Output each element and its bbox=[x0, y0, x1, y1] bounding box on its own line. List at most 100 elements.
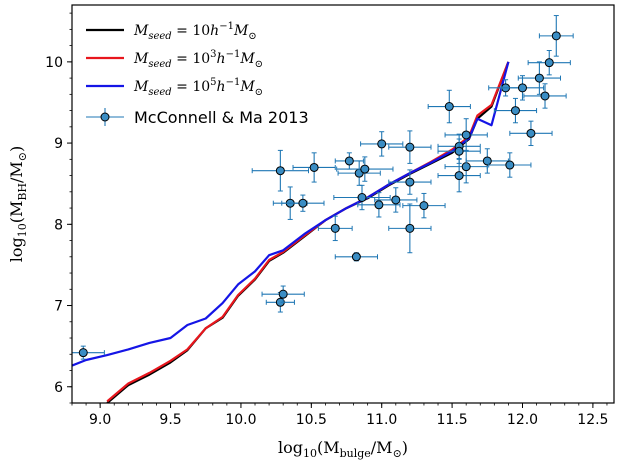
point-marker bbox=[461, 130, 471, 140]
point-marker bbox=[374, 200, 384, 210]
point-marker bbox=[505, 160, 515, 170]
legend-label-part: M bbox=[239, 51, 255, 67]
point-marker bbox=[454, 146, 464, 156]
label-part: ) bbox=[402, 438, 408, 457]
data-point bbox=[437, 158, 481, 193]
y-axis-label: log10(MBH/M⊙) bbox=[7, 146, 29, 263]
point-marker bbox=[391, 195, 401, 205]
legend-label-part: M bbox=[133, 51, 149, 67]
point-marker bbox=[344, 156, 354, 166]
point-marker bbox=[540, 91, 550, 101]
data-point bbox=[261, 285, 305, 303]
point-marker bbox=[517, 83, 527, 93]
point-marker bbox=[461, 162, 471, 172]
point-marker bbox=[419, 201, 429, 211]
point-marker bbox=[357, 193, 367, 203]
legend-label-4: McConnell & Ma 2013 bbox=[134, 108, 309, 127]
legend-label-part: seed bbox=[148, 59, 171, 70]
y-tick-label: 6 bbox=[54, 380, 63, 396]
data-point bbox=[444, 118, 488, 152]
point-marker bbox=[444, 102, 454, 112]
point-marker bbox=[534, 73, 544, 83]
x-axis-label: log10(Mbulge/M⊙) bbox=[278, 438, 408, 460]
x-tick-label: 12.5 bbox=[577, 412, 608, 428]
legend-label-part: M bbox=[233, 23, 249, 39]
data-point bbox=[388, 130, 432, 164]
legend-label-part: = 10 bbox=[172, 23, 210, 39]
data-point bbox=[360, 131, 404, 157]
point-marker bbox=[526, 128, 536, 138]
data-point bbox=[523, 83, 567, 109]
x-tick-label: 10.0 bbox=[225, 412, 256, 428]
data-point bbox=[333, 184, 391, 211]
point-marker bbox=[78, 348, 88, 358]
point-marker bbox=[278, 289, 288, 299]
legend-label-part: −1 bbox=[219, 21, 234, 32]
series-layer bbox=[72, 15, 574, 403]
point-marker bbox=[510, 106, 520, 116]
x-tick-label: 11.5 bbox=[437, 412, 468, 428]
data-point bbox=[337, 160, 381, 186]
label-part: bulge bbox=[340, 447, 371, 460]
point-marker bbox=[544, 58, 554, 68]
x-tick-label: 9.5 bbox=[159, 412, 181, 428]
data-point bbox=[493, 97, 538, 124]
data-point bbox=[317, 215, 353, 242]
legend-label-part: −1 bbox=[226, 77, 241, 88]
data-point bbox=[292, 152, 336, 183]
point-marker bbox=[330, 223, 340, 233]
legend-label-part: seed bbox=[148, 31, 171, 42]
point-marker bbox=[454, 171, 464, 181]
label-part: 10 bbox=[16, 223, 29, 237]
legend-marker bbox=[100, 112, 110, 122]
x-tick-label: 11.0 bbox=[366, 412, 397, 428]
y-tick-label: 9 bbox=[54, 136, 63, 152]
legend-label-part: M bbox=[133, 79, 149, 95]
data-point bbox=[517, 61, 562, 95]
legend-label-part: h bbox=[210, 23, 219, 39]
legend-label-part: ⊙ bbox=[255, 59, 263, 70]
point-marker bbox=[405, 142, 415, 152]
data-point bbox=[357, 192, 401, 218]
label-part: /M bbox=[371, 438, 393, 457]
data-point bbox=[427, 89, 471, 124]
y-tick-label: 7 bbox=[54, 299, 63, 315]
label-part: log bbox=[278, 438, 303, 457]
data-point bbox=[72, 345, 105, 360]
legend-label-part: h bbox=[217, 79, 226, 95]
data-point bbox=[500, 75, 545, 101]
data-point bbox=[334, 252, 378, 262]
data-point bbox=[444, 149, 488, 184]
data-point bbox=[336, 156, 394, 182]
label-part: BH bbox=[16, 183, 29, 201]
legend: Mseed = 10h−1M⊙Mseed = 103h−1M⊙Mseed = 1… bbox=[86, 21, 309, 127]
label-part: ⊙ bbox=[16, 152, 29, 161]
legend-label-part: ⊙ bbox=[248, 31, 256, 42]
point-marker bbox=[551, 31, 561, 41]
y-tick-label: 8 bbox=[54, 217, 63, 233]
point-marker bbox=[405, 223, 415, 233]
ticks-layer: 9.0 9.5 10.0 10.5 11.0 11.5 12.0 12.5 6 7 8 9 10 bbox=[45, 12, 608, 428]
plot-frame bbox=[71, 4, 615, 404]
point-marker bbox=[360, 164, 370, 174]
label-part: ) bbox=[7, 146, 26, 152]
legend-label-part: ⊙ bbox=[255, 87, 263, 98]
data-point bbox=[437, 138, 481, 164]
point-marker bbox=[298, 198, 308, 208]
label-part: ⊙ bbox=[393, 447, 402, 460]
legend-label-part: M bbox=[239, 79, 255, 95]
legend-label-part: 5 bbox=[210, 77, 216, 88]
x-tick-label: 10.5 bbox=[296, 412, 327, 428]
label-part: /M bbox=[7, 161, 26, 183]
label-part: (M bbox=[317, 438, 340, 457]
legend-label-part: −1 bbox=[226, 49, 241, 60]
data-point bbox=[251, 149, 310, 192]
legend-label-1: Mseed = 10h−1M⊙ bbox=[133, 21, 257, 42]
legend-label-part: seed bbox=[148, 87, 171, 98]
data-point bbox=[488, 152, 532, 178]
data-point bbox=[281, 194, 325, 212]
label-part: 10 bbox=[303, 447, 317, 460]
data-point bbox=[402, 192, 446, 219]
x-tick-label: 12.0 bbox=[507, 412, 538, 428]
